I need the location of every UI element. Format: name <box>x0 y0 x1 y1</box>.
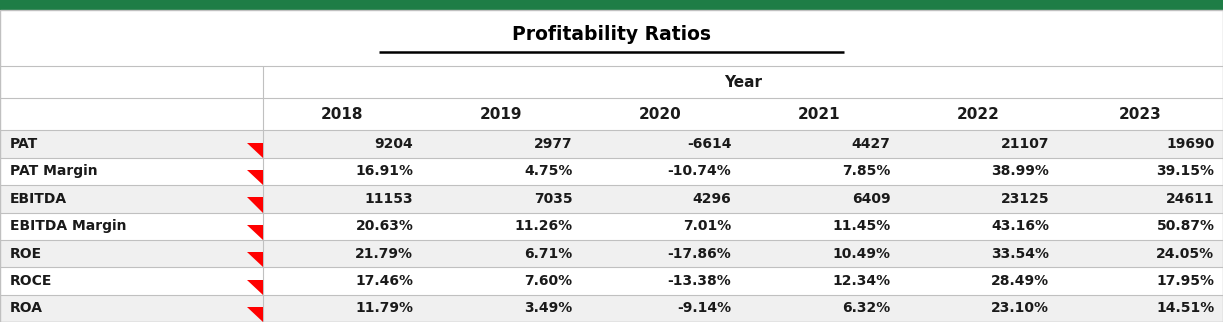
Polygon shape <box>247 252 263 267</box>
Polygon shape <box>247 279 263 295</box>
Polygon shape <box>247 197 263 213</box>
Text: ROA: ROA <box>10 301 43 315</box>
Polygon shape <box>247 307 263 322</box>
Text: 11.26%: 11.26% <box>514 219 572 233</box>
Text: EBITDA: EBITDA <box>10 192 67 206</box>
Text: 11153: 11153 <box>364 192 413 206</box>
Text: EBITDA Margin: EBITDA Margin <box>10 219 126 233</box>
Bar <box>0 130 1223 158</box>
Bar <box>0 295 1223 322</box>
Text: 19690: 19690 <box>1167 137 1214 151</box>
Bar <box>0 0 1223 10</box>
Text: -13.38%: -13.38% <box>668 274 731 288</box>
Text: 16.91%: 16.91% <box>356 165 413 178</box>
Text: 2977: 2977 <box>533 137 572 151</box>
Bar <box>0 66 1223 98</box>
Text: 24611: 24611 <box>1166 192 1214 206</box>
Text: 12.34%: 12.34% <box>832 274 890 288</box>
Bar <box>0 158 1223 185</box>
Text: 3.49%: 3.49% <box>525 301 572 315</box>
Text: 20.63%: 20.63% <box>356 219 413 233</box>
Text: 38.99%: 38.99% <box>992 165 1049 178</box>
Text: -10.74%: -10.74% <box>668 165 731 178</box>
Polygon shape <box>247 143 263 158</box>
Text: 9204: 9204 <box>374 137 413 151</box>
Text: 4427: 4427 <box>851 137 890 151</box>
Text: 28.49%: 28.49% <box>991 274 1049 288</box>
Text: 2020: 2020 <box>640 107 681 122</box>
Text: Profitability Ratios: Profitability Ratios <box>512 25 711 44</box>
Text: 11.79%: 11.79% <box>356 301 413 315</box>
Text: 11.45%: 11.45% <box>832 219 890 233</box>
Text: 33.54%: 33.54% <box>992 247 1049 260</box>
Text: 6.71%: 6.71% <box>525 247 572 260</box>
Text: -9.14%: -9.14% <box>678 301 731 315</box>
Text: 6409: 6409 <box>851 192 890 206</box>
Bar <box>0 240 1223 267</box>
Bar <box>0 213 1223 240</box>
Text: 7035: 7035 <box>533 192 572 206</box>
Text: PAT Margin: PAT Margin <box>10 165 98 178</box>
Polygon shape <box>247 170 263 185</box>
Bar <box>0 185 1223 213</box>
Text: PAT: PAT <box>10 137 38 151</box>
Text: Year: Year <box>724 75 762 90</box>
Text: 17.95%: 17.95% <box>1157 274 1214 288</box>
Text: 10.49%: 10.49% <box>833 247 890 260</box>
Text: 2023: 2023 <box>1119 107 1162 122</box>
Text: -6614: -6614 <box>687 137 731 151</box>
Text: 7.01%: 7.01% <box>684 219 731 233</box>
Text: 23.10%: 23.10% <box>992 301 1049 315</box>
Text: 24.05%: 24.05% <box>1156 247 1214 260</box>
Text: 39.15%: 39.15% <box>1157 165 1214 178</box>
Text: 4.75%: 4.75% <box>523 165 572 178</box>
Text: 2018: 2018 <box>322 107 363 122</box>
Text: 50.87%: 50.87% <box>1157 219 1214 233</box>
Text: 21.79%: 21.79% <box>356 247 413 260</box>
Bar <box>0 98 1223 130</box>
Text: 2022: 2022 <box>956 107 1000 122</box>
Bar <box>0 267 1223 295</box>
Text: -17.86%: -17.86% <box>668 247 731 260</box>
Text: 7.85%: 7.85% <box>841 165 890 178</box>
Text: 14.51%: 14.51% <box>1156 301 1214 315</box>
Text: ROCE: ROCE <box>10 274 53 288</box>
Text: 2021: 2021 <box>799 107 840 122</box>
Text: 4296: 4296 <box>692 192 731 206</box>
Text: 21107: 21107 <box>1000 137 1049 151</box>
Text: 2019: 2019 <box>481 107 522 122</box>
Text: 43.16%: 43.16% <box>992 219 1049 233</box>
Polygon shape <box>247 225 263 240</box>
Text: 6.32%: 6.32% <box>843 301 890 315</box>
Text: 17.46%: 17.46% <box>356 274 413 288</box>
Text: 7.60%: 7.60% <box>525 274 572 288</box>
Text: ROE: ROE <box>10 247 42 260</box>
Text: 23125: 23125 <box>1000 192 1049 206</box>
